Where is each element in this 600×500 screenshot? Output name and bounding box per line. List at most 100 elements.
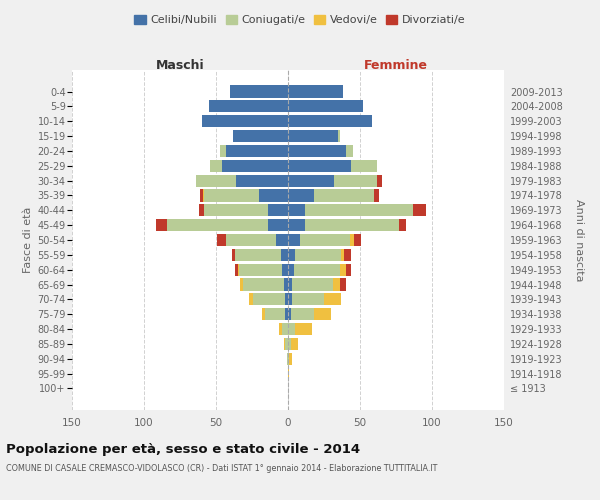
Bar bbox=[282, 264, 288, 276]
Bar bbox=[262, 308, 265, 320]
Bar bbox=[155, 219, 167, 231]
Bar bbox=[377, 174, 382, 186]
Bar bbox=[209, 100, 288, 112]
Bar bbox=[285, 308, 288, 320]
Bar bbox=[288, 145, 346, 157]
Bar bbox=[236, 174, 288, 186]
Bar bbox=[288, 234, 299, 246]
Bar bbox=[332, 278, 340, 290]
Bar bbox=[288, 278, 292, 290]
Bar bbox=[203, 190, 205, 202]
Text: COMUNE DI CASALE CREMASCO-VIDOLASCO (CR) - Dati ISTAT 1° gennaio 2014 - Elaboraz: COMUNE DI CASALE CREMASCO-VIDOLASCO (CR)… bbox=[6, 464, 437, 473]
Bar bbox=[288, 174, 334, 186]
Bar bbox=[285, 338, 288, 350]
Bar bbox=[233, 130, 288, 142]
Bar bbox=[241, 278, 244, 290]
Bar bbox=[232, 249, 235, 261]
Bar bbox=[220, 145, 226, 157]
Bar bbox=[294, 264, 340, 276]
Bar bbox=[284, 338, 285, 350]
Bar bbox=[341, 249, 344, 261]
Bar bbox=[288, 100, 363, 112]
Bar bbox=[314, 308, 331, 320]
Bar bbox=[202, 115, 288, 128]
Bar bbox=[235, 264, 238, 276]
Bar bbox=[265, 308, 285, 320]
Bar bbox=[413, 204, 426, 216]
Bar bbox=[288, 249, 295, 261]
Bar bbox=[305, 219, 399, 231]
Bar bbox=[291, 308, 314, 320]
Bar bbox=[288, 352, 289, 365]
Bar bbox=[288, 190, 314, 202]
Bar bbox=[346, 264, 352, 276]
Bar bbox=[280, 323, 282, 335]
Y-axis label: Anni di nascita: Anni di nascita bbox=[574, 198, 584, 281]
Bar bbox=[199, 204, 205, 216]
Bar bbox=[299, 234, 350, 246]
Bar bbox=[210, 160, 222, 172]
Legend: Celibi/Nubili, Coniugati/e, Vedovi/e, Divorziati/e: Celibi/Nubili, Coniugati/e, Vedovi/e, Di… bbox=[130, 10, 470, 30]
Bar bbox=[167, 219, 268, 231]
Bar bbox=[399, 219, 406, 231]
Bar bbox=[288, 160, 352, 172]
Bar bbox=[226, 145, 288, 157]
Bar bbox=[350, 234, 354, 246]
Bar bbox=[292, 294, 324, 306]
Bar bbox=[374, 190, 379, 202]
Bar bbox=[346, 145, 353, 157]
Bar bbox=[305, 204, 413, 216]
Bar bbox=[259, 190, 288, 202]
Bar bbox=[288, 368, 289, 380]
Bar bbox=[288, 86, 343, 98]
Bar bbox=[354, 234, 361, 246]
Bar bbox=[281, 249, 288, 261]
Bar bbox=[288, 294, 292, 306]
Bar bbox=[284, 278, 288, 290]
Bar bbox=[289, 352, 292, 365]
Bar bbox=[288, 323, 295, 335]
Text: Femmine: Femmine bbox=[364, 59, 428, 72]
Bar bbox=[235, 249, 281, 261]
Bar bbox=[244, 278, 284, 290]
Bar bbox=[340, 264, 346, 276]
Bar bbox=[205, 190, 259, 202]
Bar bbox=[205, 204, 268, 216]
Bar bbox=[226, 234, 277, 246]
Text: Popolazione per età, sesso e stato civile - 2014: Popolazione per età, sesso e stato civil… bbox=[6, 442, 360, 456]
Bar bbox=[295, 323, 313, 335]
Bar bbox=[352, 160, 377, 172]
Bar bbox=[268, 219, 288, 231]
Bar bbox=[340, 278, 346, 290]
Bar bbox=[239, 264, 282, 276]
Bar bbox=[249, 294, 253, 306]
Bar bbox=[291, 338, 298, 350]
Bar bbox=[292, 278, 332, 290]
Bar bbox=[230, 86, 288, 98]
Bar bbox=[288, 130, 338, 142]
Bar bbox=[277, 234, 288, 246]
Bar bbox=[314, 190, 374, 202]
Bar bbox=[288, 219, 305, 231]
Bar bbox=[288, 338, 291, 350]
Bar bbox=[288, 115, 371, 128]
Y-axis label: Fasce di età: Fasce di età bbox=[23, 207, 33, 273]
Text: Maschi: Maschi bbox=[155, 59, 205, 72]
Bar bbox=[238, 264, 239, 276]
Bar bbox=[287, 352, 288, 365]
Bar bbox=[324, 294, 341, 306]
Bar bbox=[338, 130, 340, 142]
Bar bbox=[344, 249, 352, 261]
Bar bbox=[253, 294, 285, 306]
Bar bbox=[282, 323, 288, 335]
Bar bbox=[268, 204, 288, 216]
Bar bbox=[288, 264, 294, 276]
Bar bbox=[334, 174, 377, 186]
Bar bbox=[288, 308, 291, 320]
Bar bbox=[200, 190, 203, 202]
Bar bbox=[222, 160, 288, 172]
Bar bbox=[288, 204, 305, 216]
Bar bbox=[285, 294, 288, 306]
Bar bbox=[295, 249, 341, 261]
Bar bbox=[196, 174, 236, 186]
